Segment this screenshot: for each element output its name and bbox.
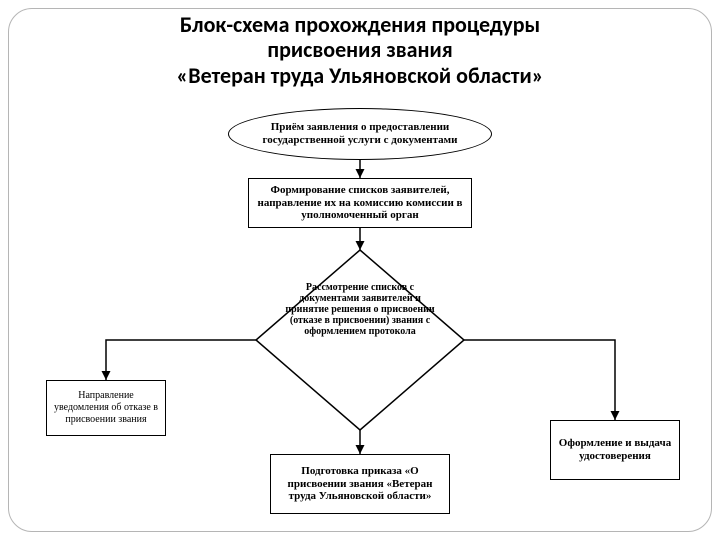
node-reject: Направление уведомления об отказе в прис… [46, 380, 166, 436]
title-line-3: «Ветеран труда Ульяновской области» [0, 63, 720, 88]
node-form-label: Формирование списков заявителей, направл… [249, 180, 471, 227]
node-start-label: Приём заявления о предоставлении государ… [229, 117, 491, 151]
node-issue: Оформление и выдача удостоверения [550, 420, 680, 480]
slide-title: Блок-схема прохождения процедуры присвое… [0, 12, 720, 88]
node-start: Приём заявления о предоставлении государ… [228, 108, 492, 160]
node-order-label: Подготовка приказа «О присвоении звания … [271, 461, 449, 508]
node-form: Формирование списков заявителей, направл… [248, 178, 472, 228]
node-reject-label: Направление уведомления об отказе в прис… [47, 386, 165, 429]
node-order: Подготовка приказа «О присвоении звания … [270, 454, 450, 514]
node-issue-label: Оформление и выдача удостоверения [551, 433, 679, 467]
title-line-2: присвоения звания [0, 37, 720, 62]
title-line-1: Блок-схема прохождения процедуры [0, 12, 720, 37]
